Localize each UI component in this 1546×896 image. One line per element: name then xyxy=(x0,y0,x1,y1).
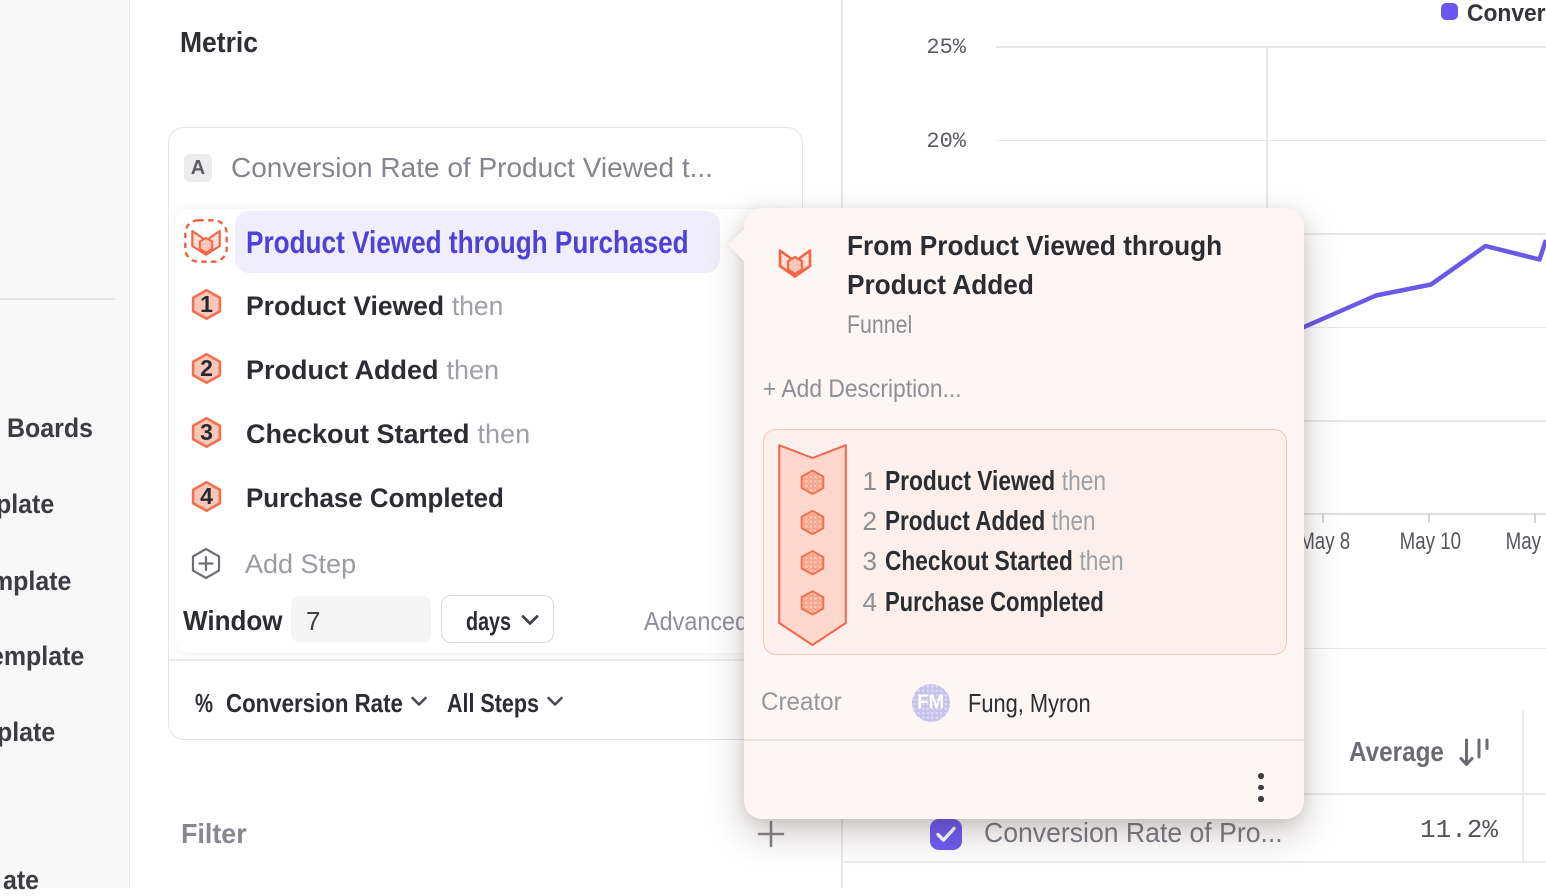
svg-text:1: 1 xyxy=(200,291,213,317)
svg-text:4: 4 xyxy=(200,483,213,509)
svg-text:2: 2 xyxy=(200,355,213,381)
svg-text:3: 3 xyxy=(200,419,213,445)
